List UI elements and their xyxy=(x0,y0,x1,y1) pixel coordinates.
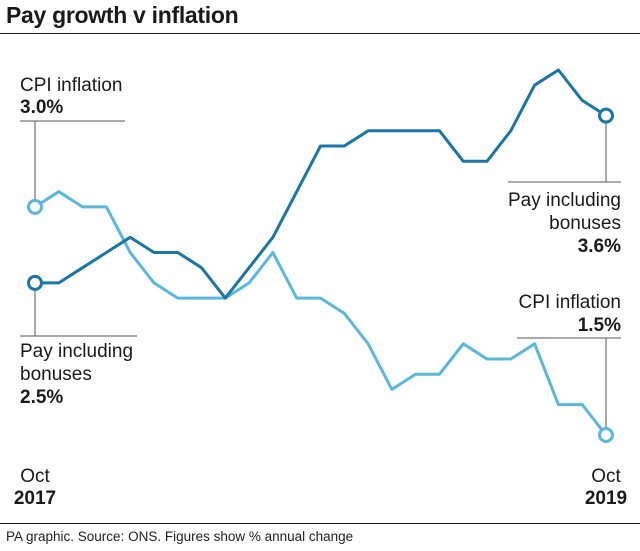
bottom-divider xyxy=(0,523,640,524)
cpi-start-point xyxy=(27,198,43,215)
x-tick-start-month: Oct xyxy=(20,466,50,487)
chart-title: Pay growth v inflation xyxy=(6,2,239,28)
cpi-end-label: CPI inflation xyxy=(519,292,621,313)
x-tick-end-year: 2019 xyxy=(585,488,627,509)
series-layer xyxy=(27,68,614,443)
x-tick-end-month: Oct xyxy=(591,466,621,487)
pay-end-label-line1: Pay including xyxy=(508,190,621,211)
annotation-leaders xyxy=(20,115,621,435)
source-footer: PA graphic. Source: ONS. Figures show % … xyxy=(6,529,354,544)
pay-end-label-line2: bonuses xyxy=(549,213,621,234)
cpi-end-value: 1.5% xyxy=(578,315,621,336)
line-chart: CPI inflation 3.0% Pay including bonuses… xyxy=(14,68,627,509)
pay-start-label-line1: Pay including xyxy=(20,341,133,362)
cpi-start-label: CPI inflation xyxy=(20,75,122,96)
cpi-start-value: 3.0% xyxy=(20,97,63,118)
pay-start-value: 2.5% xyxy=(20,387,63,408)
pay-start-point xyxy=(27,274,43,291)
cpi-end-point xyxy=(598,427,614,443)
series-line-pay xyxy=(33,68,608,300)
series-line-cpi xyxy=(33,190,608,437)
pay-end-point xyxy=(598,107,614,124)
top-divider xyxy=(0,33,640,34)
pay-end-value: 3.6% xyxy=(578,236,621,257)
pay-start-label-line2: bonuses xyxy=(20,364,92,385)
x-tick-start-year: 2017 xyxy=(14,488,56,509)
